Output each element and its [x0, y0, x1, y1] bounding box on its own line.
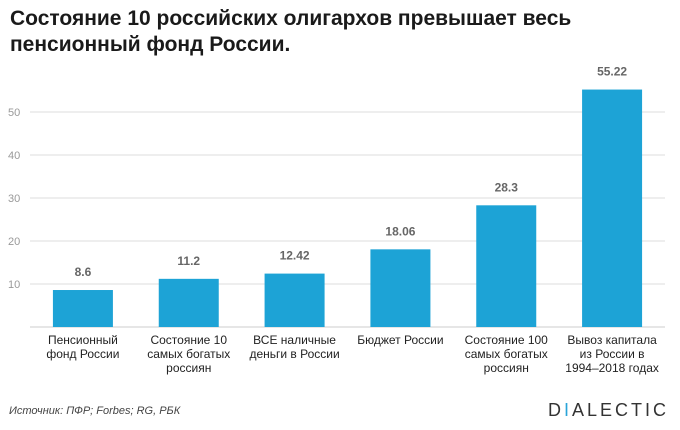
bar [582, 89, 643, 327]
chart-title: Состояние 10 российских олигархов превыш… [10, 7, 572, 56]
bar-value-label: 28.3 [495, 180, 519, 194]
x-tick-label: Бюджет России [357, 333, 444, 347]
y-tick-label: 20 [8, 236, 20, 248]
logo-letter-d: D [548, 400, 564, 420]
x-tick-label: ВСЕ наличные деньги в России [249, 333, 340, 361]
bar-value-label: 12.42 [280, 249, 310, 263]
source-note: Источник: ПФР; Forbes; RG, РБК [9, 405, 181, 417]
y-tick-label: 40 [8, 150, 20, 162]
logo-letter-i: I [564, 400, 573, 420]
bar [370, 249, 431, 327]
bar [264, 273, 325, 327]
bar [52, 290, 113, 327]
bar-value-label: 8.6 [75, 265, 92, 279]
bar-value-label: 55.22 [597, 65, 627, 79]
logo-letters-rest: ALECTIC [572, 400, 670, 420]
x-tick-label: Пенсионный фонд России [46, 333, 120, 361]
y-tick-label: 30 [8, 193, 20, 205]
bar-value-label: 18.06 [385, 224, 415, 238]
y-tick-label: 10 [8, 279, 20, 291]
x-tick-label: Состояние 10 самых богатых россиян [147, 333, 231, 375]
y-tick-label: 50 [8, 107, 20, 119]
bar [158, 278, 219, 327]
x-tick-label: Вывоз капитала из России в 1994–2018 год… [565, 333, 659, 375]
bar [476, 205, 537, 327]
bar-value-label: 11.2 [177, 254, 200, 268]
dialectic-logo: DIALECTIC [548, 400, 669, 421]
x-tick-label: Состояние 100 самых богатых россиян [464, 333, 548, 375]
